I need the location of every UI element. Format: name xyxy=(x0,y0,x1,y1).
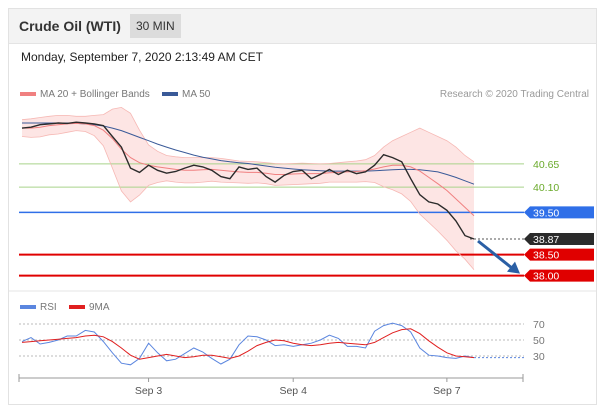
level-40-10-label: 40.10 xyxy=(533,182,559,194)
level-38-50-label: 38.50 xyxy=(533,250,559,262)
rsi-tick-50: 50 xyxy=(533,335,545,347)
bollinger-legend-swatch xyxy=(20,92,36,96)
credit-text: Research © 2020 Trading Central xyxy=(440,89,589,100)
level-38-00-tag xyxy=(524,269,594,282)
rsi-legend-swatch xyxy=(20,305,36,309)
level-38-00-label: 38.00 xyxy=(533,271,559,283)
header-bar: Crude Oil (WTI) 30 MIN xyxy=(9,9,596,44)
upper-band-line xyxy=(21,106,475,165)
level-39-50-tag xyxy=(524,206,594,219)
lower-band-line xyxy=(21,130,475,271)
rsi-ma9-line xyxy=(21,328,475,360)
instrument-title: Crude Oil (WTI) xyxy=(19,18,121,34)
x-tick-label: Sep 7 xyxy=(433,385,461,397)
bollinger-band-area xyxy=(22,107,474,270)
ma20-line xyxy=(22,122,475,217)
level-39-50-label: 39.50 xyxy=(533,207,559,219)
level-40-65-label: 40.65 xyxy=(533,159,559,171)
price-plot: 40.65 40.10 39.50 38.87 38.50 38.00 xyxy=(19,106,594,283)
level-38-50-tag xyxy=(524,248,594,261)
ma9-legend-swatch xyxy=(69,305,85,309)
ma50-legend-label: MA 50 xyxy=(182,89,211,100)
x-tick-label: Sep 3 xyxy=(135,385,163,397)
timestamp: Monday, September 7, 2020 2:13:49 AM CET xyxy=(21,50,263,64)
x-axis: Sep 3 Sep 4 Sep 7 xyxy=(135,378,461,397)
ma9-legend-label: 9MA xyxy=(89,302,110,313)
price-line xyxy=(21,121,475,240)
level-38-87-label: 38.87 xyxy=(533,234,559,246)
level-38-87-tag xyxy=(524,232,594,245)
rsi-line xyxy=(21,322,475,366)
x-tick-label: Sep 4 xyxy=(279,385,307,397)
projection-arrow-head xyxy=(507,261,520,274)
rsi-tick-30: 30 xyxy=(533,351,545,363)
rsi-tick-70: 70 xyxy=(533,319,545,331)
ma50-legend-swatch xyxy=(162,92,178,96)
rsi-legend-label: RSI xyxy=(40,302,57,313)
bollinger-legend-label: MA 20 + Bollinger Bands xyxy=(40,89,150,100)
projection-arrow-shaft xyxy=(477,239,515,271)
rsi-plot: 70 50 30 xyxy=(19,319,545,366)
timeframe-badge[interactable]: 30 MIN xyxy=(130,14,181,38)
